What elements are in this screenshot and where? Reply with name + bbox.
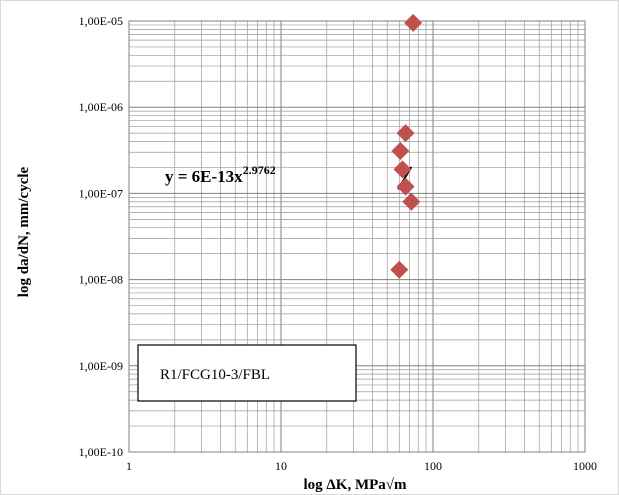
y-axis-title: log da/dN, mm/cycle	[16, 166, 32, 297]
data-points	[390, 13, 423, 279]
y-tick-label: 1,00E-07	[79, 186, 123, 200]
y-tick-label: 1,00E-09	[79, 359, 123, 373]
plot-area-border	[128, 20, 586, 453]
x-tick-label: 1	[126, 459, 132, 473]
data-point-marker	[396, 177, 415, 196]
x-tick-label: 100	[424, 459, 442, 473]
data-point-marker	[396, 124, 415, 143]
annotation-box	[137, 344, 357, 402]
y-tick-label: 1,00E-05	[79, 14, 123, 28]
y-tick-label: 1,00E-06	[79, 100, 123, 114]
x-axis-title: log ΔK, MPa√m	[303, 477, 407, 493]
y-tick-label: 1,00E-10	[79, 445, 123, 459]
x-axis-tick-labels: 1 10 100 1000	[126, 459, 597, 473]
x-tick-label: 10	[275, 459, 287, 473]
trendline-equation: y = 6E-13x2.9762	[165, 163, 276, 186]
data-point-marker	[393, 160, 412, 179]
data-point-marker	[391, 142, 410, 161]
data-point-marker	[402, 192, 421, 211]
x-tick-label: 1000	[573, 459, 597, 473]
equation-base: y = 6E-13x	[165, 167, 243, 186]
grid-lines	[128, 21, 585, 453]
equation-exponent: 2.9762	[243, 163, 276, 177]
y-tick-label: 1,00E-08	[79, 273, 123, 287]
annotation-label: R1/FCG10-3/FBL	[160, 367, 270, 383]
data-point-marker	[404, 13, 423, 32]
data-point-marker	[390, 260, 409, 279]
y-axis-tick-labels: 1,00E-05 1,00E-06 1,00E-07 1,00E-08 1,00E-09…	[79, 14, 123, 459]
